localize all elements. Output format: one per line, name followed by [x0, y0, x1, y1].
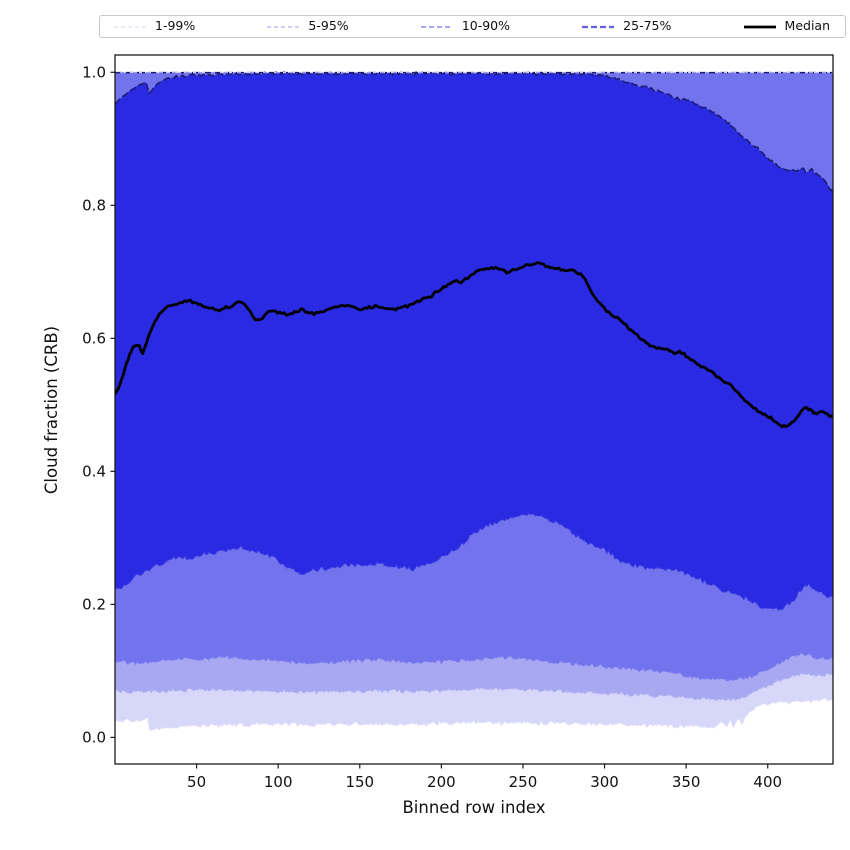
lower-edge-25-75pct	[115, 513, 833, 612]
y-tick-label: 0.0	[82, 728, 106, 746]
legend-item-1-99pct: 1-99%	[113, 20, 195, 33]
legend-item-10-90pct: 10-90%	[420, 20, 510, 33]
band-25-75pct	[115, 72, 833, 611]
median-line	[115, 261, 833, 429]
legend-line-swatch	[743, 25, 776, 28]
y-tick-label: 1.0	[82, 63, 106, 81]
upper-edge-25-75pct	[115, 70, 833, 194]
legend-line-swatch	[582, 25, 615, 28]
legend-label: 1-99%	[155, 18, 196, 34]
y-tick-label: 0.8	[82, 196, 106, 214]
x-tick-label: 400	[753, 773, 782, 791]
axes: 50 100 150 200 250 300 350 400 0.0 0.2 0.4 0.6 0.8 1.…	[82, 54, 834, 791]
x-tick-label: 250	[509, 773, 538, 791]
lower-edge-10-90pct	[115, 652, 833, 683]
legend-line-swatch	[267, 25, 300, 28]
x-tick-label: 200	[427, 773, 456, 791]
legend-label: 5-95%	[308, 18, 349, 34]
y-tick-label: 0.2	[82, 595, 106, 613]
x-tick-label: 150	[345, 773, 374, 791]
lower-edge-1-99pct	[115, 696, 833, 732]
legend-label: Median	[784, 18, 830, 34]
legend-line-swatch	[420, 25, 453, 28]
percentile-bands	[115, 70, 833, 732]
lower-edge-5-95pct	[115, 672, 833, 703]
legend-item-median: Median	[743, 20, 830, 33]
x-tick-label: 100	[264, 773, 293, 791]
x-tick-label: 50	[187, 773, 206, 791]
chart-legend: 1-99% 5-95% 10-90% 25-75% Median	[99, 15, 846, 38]
legend-item-5-95pct: 5-95%	[266, 18, 349, 34]
y-tick-label: 0.4	[82, 462, 106, 480]
x-tick-label: 350	[672, 773, 701, 791]
legend-label: 25-75%	[623, 18, 672, 34]
plot-border	[114, 54, 834, 765]
legend-line-swatch	[114, 26, 146, 27]
x-tick-label: 300	[590, 773, 619, 791]
y-tick-label: 0.6	[82, 329, 106, 347]
y-axis-title: Cloud fraction (CRB)	[42, 326, 61, 494]
legend-label: 10-90%	[461, 18, 511, 34]
legend-item-25-75pct: 25-75%	[581, 20, 671, 33]
x-axis-title: Binned row index	[402, 798, 545, 817]
